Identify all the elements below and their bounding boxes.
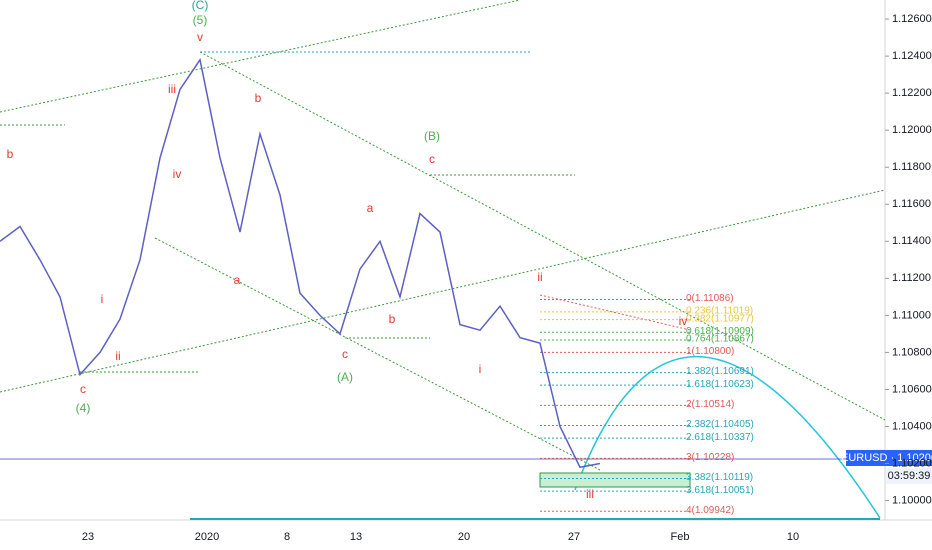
trend-lines bbox=[0, 0, 886, 471]
price-line bbox=[0, 57, 601, 469]
wave-label: v bbox=[197, 30, 203, 44]
wave-label: b bbox=[255, 91, 262, 105]
wave-label: a bbox=[367, 201, 374, 215]
wave-label: (B) bbox=[424, 129, 440, 143]
wave-label: b bbox=[7, 147, 14, 161]
wave-label: iv bbox=[173, 167, 182, 181]
wave-label: c bbox=[429, 152, 435, 166]
y-tick-label: 1.12200 bbox=[892, 87, 932, 99]
wave-label: i bbox=[479, 362, 482, 376]
wave-label: iv bbox=[679, 314, 688, 328]
wave-label: a bbox=[234, 273, 241, 287]
fib-label: 3.382(1.10119) bbox=[686, 472, 753, 483]
fib-label: 4(1.09942) bbox=[686, 505, 734, 516]
x-tick-label: 2020 bbox=[195, 531, 219, 543]
wave-label: c bbox=[80, 382, 86, 396]
countdown-box bbox=[886, 468, 932, 484]
wave-label: (5) bbox=[193, 13, 208, 27]
countdown: 03:59:39 bbox=[888, 470, 931, 482]
fib-label: 2(1.10514) bbox=[686, 399, 734, 410]
price-tag bbox=[846, 450, 932, 466]
target-zone bbox=[539, 472, 691, 488]
y-tick-label: 1.12600 bbox=[892, 13, 932, 25]
price-tag-text: EURUSD · 1.10200 bbox=[841, 452, 932, 464]
fib-label: 2.618(1.10337) bbox=[686, 432, 754, 443]
x-tick-label: Feb bbox=[671, 531, 690, 543]
projection-arc bbox=[574, 356, 881, 519]
wave-label: (C) bbox=[192, 0, 209, 12]
wave-label: iii bbox=[586, 487, 594, 501]
fib-label: 0.382(1.10977) bbox=[686, 313, 754, 324]
fib-label: 0.618(1.10909) bbox=[686, 326, 754, 337]
y-tick-label: 1.10600 bbox=[892, 383, 932, 395]
fib-label: 0(1.11086) bbox=[686, 293, 734, 304]
y-tick-label: 1.12400 bbox=[892, 50, 932, 62]
y-tick-label: 1.11600 bbox=[892, 198, 931, 210]
fib-label: 0.236(1.11019) bbox=[686, 305, 753, 316]
fib-label: 0.764(1.10867) bbox=[686, 334, 754, 345]
x-tick-label: 20 bbox=[458, 531, 470, 543]
x-tick-label: 27 bbox=[568, 531, 580, 543]
x-tick-label: 8 bbox=[284, 531, 290, 543]
x-tick-label: 23 bbox=[82, 531, 94, 543]
fib-label: 3(1.10228) bbox=[686, 452, 734, 463]
y-tick-label: 1.10400 bbox=[892, 420, 932, 432]
fib-label: 2.382(1.10405) bbox=[686, 419, 754, 430]
wave-label: c bbox=[342, 347, 348, 361]
fib-label: 1(1.10800) bbox=[686, 346, 734, 357]
y-tick-label: 1.10000 bbox=[892, 494, 932, 506]
y-tick-label: 1.12000 bbox=[892, 124, 932, 136]
x-tick-label: 10 bbox=[787, 531, 799, 543]
x-tick-label: 13 bbox=[350, 531, 362, 543]
y-tick-label: 1.10800 bbox=[892, 346, 932, 358]
wave-label: b bbox=[389, 312, 396, 326]
wave-label: iii bbox=[168, 82, 176, 96]
wave-label: ii bbox=[537, 270, 542, 284]
wave-label: (4) bbox=[76, 401, 91, 415]
fib-label: 1.382(1.10691) bbox=[686, 366, 754, 377]
y-tick-label: 1.11800 bbox=[892, 161, 931, 173]
y-tick-label: 1.10200 bbox=[892, 457, 932, 469]
fib-label: 1.618(1.10623) bbox=[686, 379, 754, 390]
fib-label: 3.618(1.10051) bbox=[686, 485, 754, 496]
y-tick-label: 1.11000 bbox=[892, 309, 931, 321]
wave-label: (A) bbox=[337, 370, 353, 384]
wave-label: ii bbox=[115, 349, 120, 363]
y-tick-label: 1.11400 bbox=[892, 235, 931, 247]
y-tick-label: 1.11200 bbox=[892, 272, 931, 284]
wave-label: i bbox=[101, 292, 104, 306]
